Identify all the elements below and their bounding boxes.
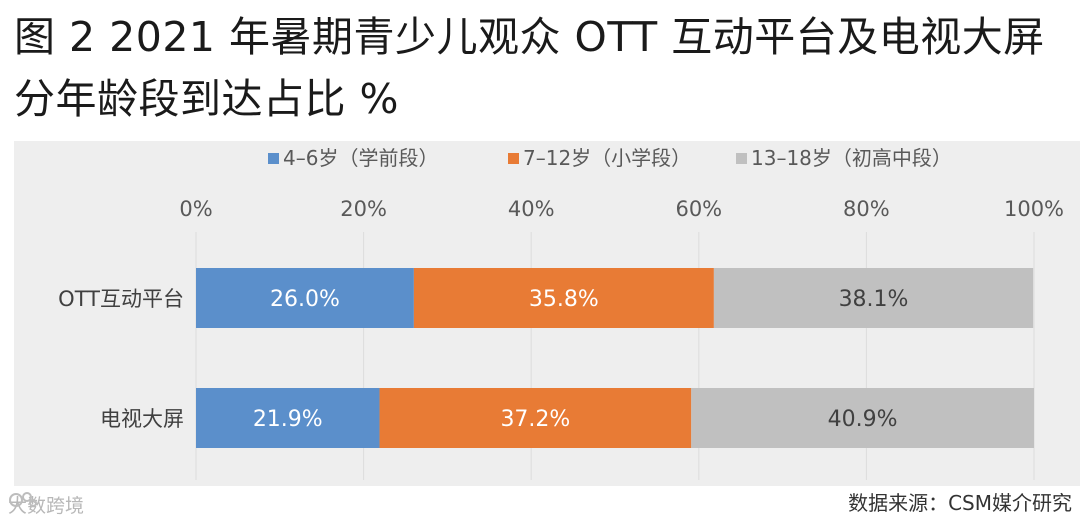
bar-segment [691, 388, 1034, 448]
x-tick-label: 20% [340, 197, 387, 221]
x-tick-label: 60% [675, 197, 722, 221]
legend-label: 4–6岁（学前段） [283, 146, 438, 170]
x-tick-label: 100% [1004, 197, 1064, 221]
legend-swatch [736, 153, 747, 164]
legend-label: 13–18岁（初高中段） [751, 146, 952, 170]
watermark: 大数跨境 [8, 489, 84, 519]
data-label: 21.9% [253, 407, 323, 432]
legend-label: 7–12岁（小学段） [523, 146, 691, 170]
logo-icon [9, 492, 37, 507]
legend-swatch [508, 153, 519, 164]
bar-segment [713, 268, 1034, 328]
x-tick-label: 0% [179, 197, 212, 221]
legend-swatch [268, 153, 279, 164]
x-tick-label: 40% [508, 197, 555, 221]
data-label: 38.1% [839, 287, 909, 312]
source-note: 数据来源：CSM媒介研究 [848, 491, 1072, 515]
legend: 4–6岁（学前段） 7–12岁（小学段） 13–18岁（初高中段） [268, 146, 952, 170]
x-axis-ticks: 0% 20% 40% 60% 80% 100% [179, 197, 1064, 221]
data-label: 26.0% [270, 287, 340, 312]
bar-segment [196, 268, 414, 328]
x-tick-label: 80% [843, 197, 890, 221]
category-label: OTT互动平台 [58, 287, 184, 311]
bar-segment [379, 388, 692, 448]
data-label: 35.8% [529, 287, 599, 312]
data-label: 37.2% [500, 407, 570, 432]
category-label: 电视大屏 [100, 407, 184, 431]
chart-title: 图 2 2021 年暑期青少儿观众 OTT 互动平台及电视大屏分年龄段到达占比 … [14, 13, 1045, 123]
bar-segment [196, 388, 380, 448]
bar-segment [413, 268, 714, 328]
data-label: 40.9% [828, 407, 898, 432]
bars: 26.0% 35.8% 38.1% 21.9% 37.2% 40.9% [196, 268, 1034, 448]
